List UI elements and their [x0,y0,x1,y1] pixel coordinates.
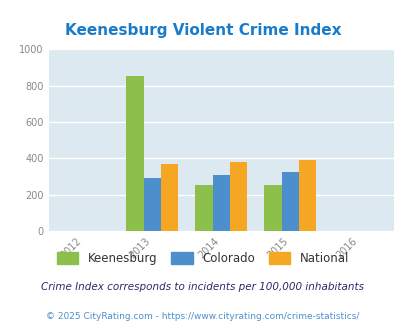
Bar [229,162,247,231]
Bar [143,178,160,231]
Bar [126,76,143,231]
Bar [298,160,315,231]
Bar [160,164,178,231]
Text: Keenesburg Violent Crime Index: Keenesburg Violent Crime Index [64,23,341,38]
Bar [195,185,212,231]
Text: Crime Index corresponds to incidents per 100,000 inhabitants: Crime Index corresponds to incidents per… [41,282,364,292]
Legend: Keenesburg, Colorado, National: Keenesburg, Colorado, National [52,247,353,269]
Text: © 2025 CityRating.com - https://www.cityrating.com/crime-statistics/: © 2025 CityRating.com - https://www.city… [46,312,359,321]
Bar [264,185,281,231]
Bar [281,172,298,231]
Bar [212,175,229,231]
